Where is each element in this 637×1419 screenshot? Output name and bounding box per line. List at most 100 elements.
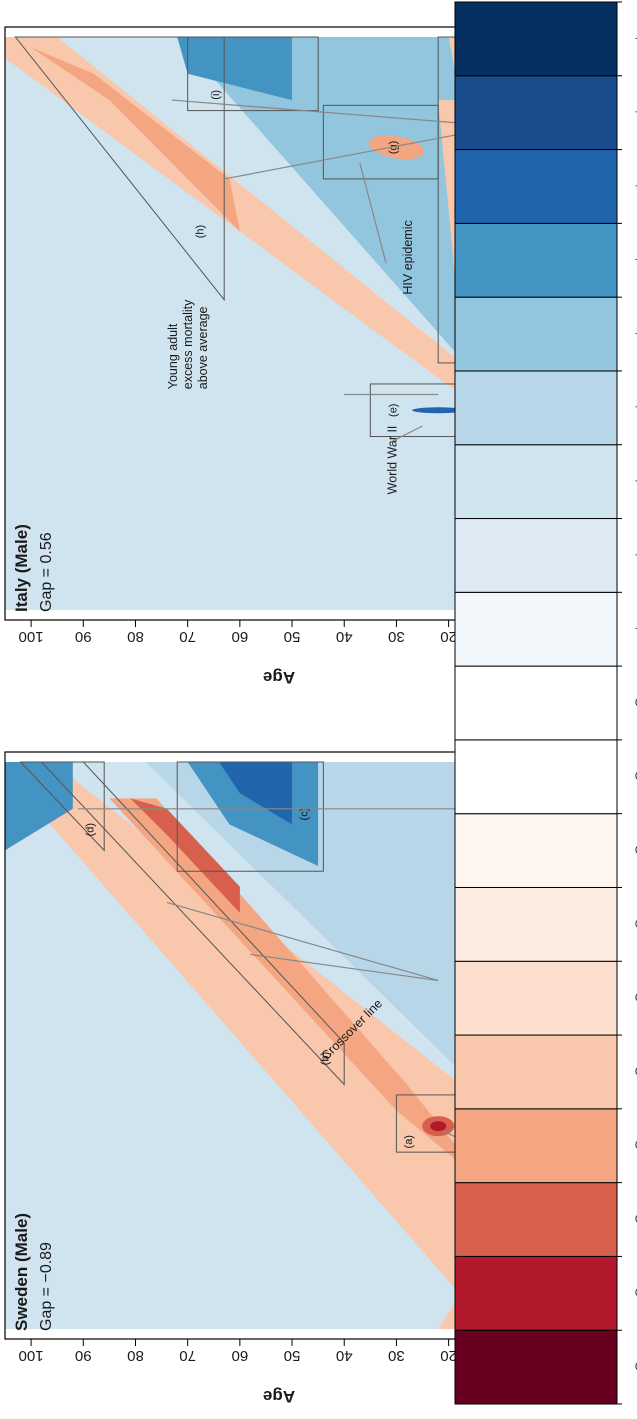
annotation-text: World War II xyxy=(385,426,399,495)
region-box-c xyxy=(176,761,324,872)
region-box-label: (e) xyxy=(387,404,399,417)
annotation-leader-line xyxy=(166,901,439,982)
legend-label: −0.000005 xyxy=(635,549,637,561)
legend-label: −0.000001 xyxy=(635,623,637,635)
y-tick-label: 100 xyxy=(19,628,44,645)
annotation-leader-line xyxy=(171,99,501,127)
annotation-line: above average xyxy=(196,306,210,389)
panel-gap: Gap = 0.56 xyxy=(38,532,55,612)
legend-swatch xyxy=(454,665,618,741)
y-tick-label: 90 xyxy=(75,628,92,645)
legend-label: −0.001000 xyxy=(635,180,637,192)
y-tick-label: 80 xyxy=(127,1347,144,1364)
heat-region-hiv xyxy=(368,135,425,160)
legend-label: 0.001000 xyxy=(635,1213,637,1225)
y-tick-label: 50 xyxy=(284,1347,301,1364)
annotation-text: Young adultexcess mortalityabove average xyxy=(166,299,210,389)
legend-label: 0.000001 xyxy=(635,771,637,783)
legend-swatch xyxy=(454,518,618,593)
legend-label: −0.002000 xyxy=(635,107,637,119)
legend-label: 0 xyxy=(635,697,637,709)
legend-swatch xyxy=(454,886,618,962)
legend-swatch xyxy=(454,1255,618,1331)
y-axis-label: Age xyxy=(263,1387,295,1406)
annotation-leader-line xyxy=(390,425,423,443)
y-tick-label: 90 xyxy=(75,1347,92,1364)
region-box-label: (h) xyxy=(194,225,206,238)
legend-swatch xyxy=(454,1,618,77)
y-tick-label: 70 xyxy=(179,1347,196,1364)
legend-label: −0.005000 xyxy=(635,33,637,45)
legend-swatch xyxy=(454,149,618,224)
legend-swatch xyxy=(454,960,618,1036)
region-box-label: (d) xyxy=(85,823,97,836)
legend-label: 0.000005 xyxy=(635,844,637,856)
y-tick-label: 60 xyxy=(232,628,249,645)
region-box-label: (g) xyxy=(387,141,399,154)
region-box-label: (b) xyxy=(320,1052,332,1065)
annotation-line: excess mortality xyxy=(181,299,195,389)
heat-region-mid-blue xyxy=(145,762,553,1189)
y-tick-label: 40 xyxy=(336,628,353,645)
region-box-label: (c) xyxy=(299,808,311,821)
heat-region-wwii xyxy=(412,407,465,414)
legend-swatch xyxy=(454,75,618,151)
legend-swatch xyxy=(454,1182,618,1257)
annotation-line: World War II xyxy=(385,426,399,495)
region-box-d xyxy=(19,761,105,852)
y-tick-label: 20 xyxy=(440,628,457,645)
y-tick-label: 40 xyxy=(336,1347,353,1364)
panel-gap: Gap = −0.89 xyxy=(38,1242,55,1331)
legend-label: −0.000050 xyxy=(635,402,637,414)
heatmap-surface xyxy=(5,762,553,1329)
annotation-text: HIV epidemic xyxy=(401,220,415,294)
legend-label: −0.000100 xyxy=(635,328,637,340)
legend-swatch xyxy=(454,444,618,520)
region-box-g xyxy=(322,104,439,180)
y-tick-label: 30 xyxy=(388,628,405,645)
legend-swatch xyxy=(454,591,618,667)
legend-label: −0.000500 xyxy=(635,254,637,266)
region-box-label: (i) xyxy=(210,90,222,100)
legend-swatch xyxy=(454,370,618,446)
y-tick-label: 70 xyxy=(179,628,196,645)
y-tick-label: 30 xyxy=(388,1347,405,1364)
region-box-label: (a) xyxy=(403,1135,415,1148)
legend-swatch xyxy=(454,1329,618,1405)
legend-swatch xyxy=(454,1108,618,1184)
legend-swatch xyxy=(454,739,618,815)
legend-label: 0.000050 xyxy=(635,992,637,1004)
y-tick-label: 60 xyxy=(232,1347,249,1364)
legend-label: 0.005000 xyxy=(635,1361,637,1373)
region-box-h xyxy=(14,36,225,302)
annotation-line: Young adult xyxy=(166,323,180,389)
y-axis-label: Age xyxy=(263,668,295,687)
y-tick-label: 20 xyxy=(440,1347,457,1364)
legend-label: −0.000010 xyxy=(635,476,637,488)
y-tick-label: 50 xyxy=(284,628,301,645)
y-tick-label: 100 xyxy=(19,1347,44,1364)
panel-title: Italy (Male) xyxy=(12,524,31,612)
legend-label: 0.000100 xyxy=(635,1066,637,1078)
legend-label: 0.002000 xyxy=(635,1287,637,1299)
legend-swatch xyxy=(454,222,618,298)
region-box-i xyxy=(187,36,319,112)
heat-region-wwii-core xyxy=(430,1121,447,1132)
heat-region-cohort-band xyxy=(5,37,553,463)
legend-swatch xyxy=(454,813,618,888)
panel-sweden: 1910193019501970199020100102030405060708… xyxy=(4,751,607,1406)
heat-region-cohort-inner xyxy=(109,798,491,1189)
heat-region-old-age-blue xyxy=(5,762,73,851)
annotation-leader-line xyxy=(359,163,387,264)
y-tick-label: 80 xyxy=(127,628,144,645)
legend-swatch xyxy=(454,296,618,372)
annotation-leader-line xyxy=(250,953,439,982)
legend-label: 0.000010 xyxy=(635,918,637,930)
heat-region-cohort-band xyxy=(5,762,553,1329)
annotation-line: HIV epidemic xyxy=(401,220,415,294)
legend-swatch xyxy=(454,1034,618,1110)
heat-region-old-age-blue xyxy=(177,37,292,101)
legend-label: 0.000500 xyxy=(635,1140,637,1152)
panel-title: Sweden (Male) xyxy=(12,1213,31,1331)
